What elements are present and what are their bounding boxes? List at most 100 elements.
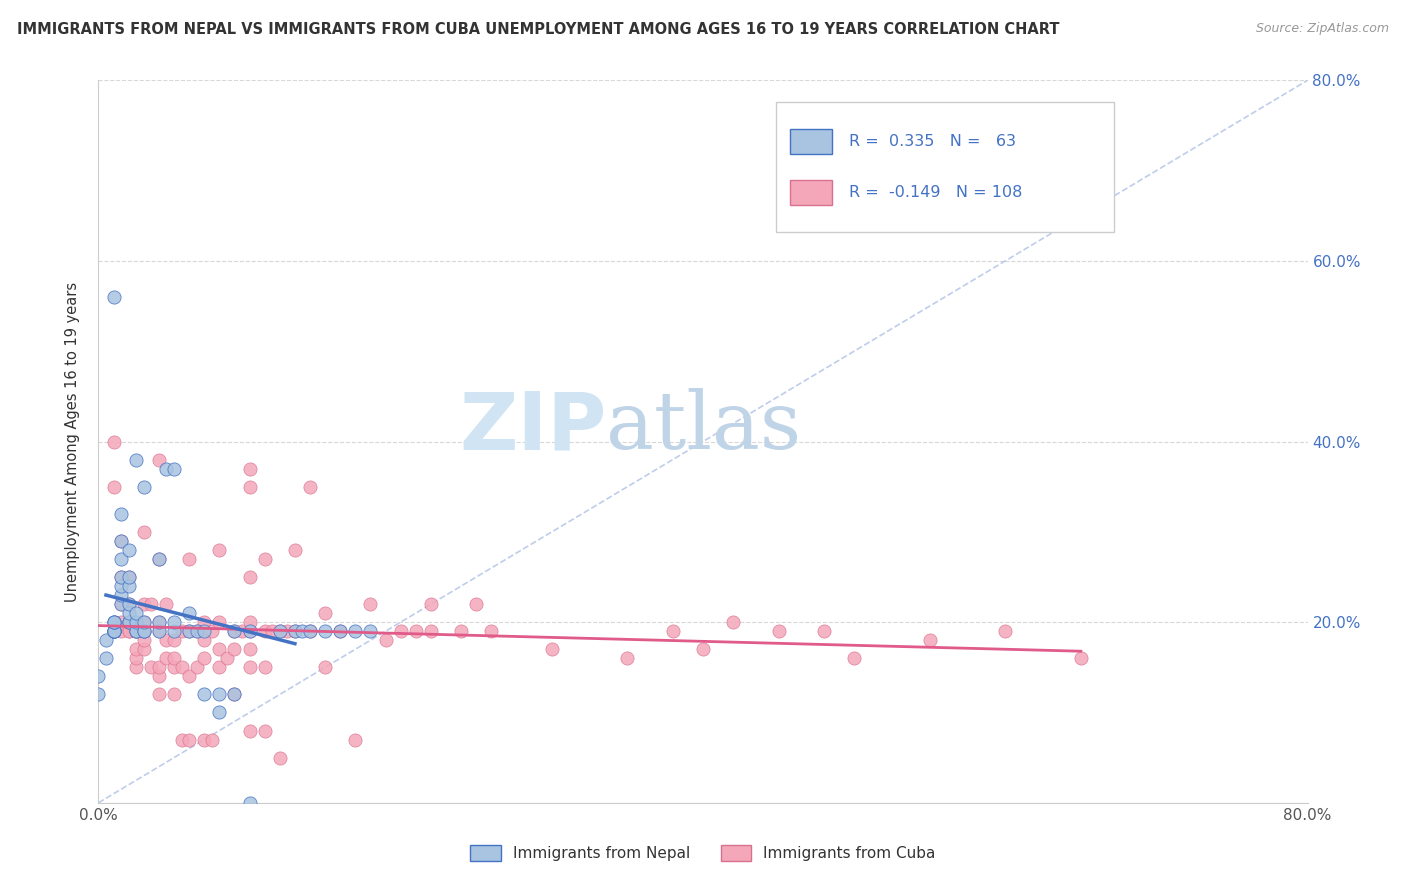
Point — [170, 660, 193, 674]
Point — [465, 597, 488, 611]
Point — [201, 732, 224, 747]
Point — [141, 660, 163, 674]
Point — [215, 651, 238, 665]
Point — [103, 624, 125, 639]
Point — [170, 624, 193, 639]
Point — [329, 624, 352, 639]
Point — [208, 687, 231, 701]
Point — [239, 624, 262, 639]
Point — [94, 651, 117, 665]
Point — [201, 624, 224, 639]
Point — [253, 552, 276, 566]
Point — [291, 624, 314, 639]
Point — [103, 624, 125, 639]
Point — [110, 588, 132, 602]
Point — [110, 552, 132, 566]
Point — [118, 542, 141, 557]
Point — [132, 624, 155, 639]
Point — [239, 723, 262, 738]
Point — [87, 687, 110, 701]
Point — [163, 624, 186, 639]
Point — [208, 660, 231, 674]
Point — [269, 624, 291, 639]
Point — [163, 651, 186, 665]
Point — [103, 615, 125, 630]
Point — [314, 660, 336, 674]
Point — [125, 624, 148, 639]
Point — [118, 615, 141, 630]
FancyBboxPatch shape — [776, 102, 1114, 232]
Point — [155, 633, 177, 648]
Point — [125, 624, 148, 639]
Point — [132, 624, 155, 639]
Text: ZIP: ZIP — [458, 388, 606, 467]
Point — [118, 624, 141, 639]
Point — [179, 732, 201, 747]
Point — [450, 624, 472, 639]
Point — [179, 606, 201, 620]
Point — [118, 597, 141, 611]
Point — [125, 624, 148, 639]
Point — [723, 615, 745, 630]
Point — [314, 606, 336, 620]
Point — [299, 480, 322, 494]
Point — [110, 570, 132, 584]
Point — [103, 624, 125, 639]
Point — [163, 461, 186, 475]
Point — [360, 624, 382, 639]
Point — [148, 660, 170, 674]
Point — [253, 723, 276, 738]
Point — [110, 597, 132, 611]
Point — [110, 579, 132, 593]
Point — [616, 651, 638, 665]
Point — [1070, 651, 1092, 665]
Point — [329, 624, 352, 639]
Point — [918, 633, 941, 648]
Point — [87, 669, 110, 683]
Text: R =  0.335   N =   63: R = 0.335 N = 63 — [849, 134, 1017, 149]
Point — [103, 615, 125, 630]
Point — [239, 660, 262, 674]
Point — [132, 597, 155, 611]
Point — [148, 615, 170, 630]
Point — [125, 606, 148, 620]
Point — [224, 624, 246, 639]
Point — [231, 624, 253, 639]
Point — [284, 542, 307, 557]
Point — [148, 669, 170, 683]
Point — [994, 624, 1017, 639]
Point — [389, 624, 412, 639]
Text: Source: ZipAtlas.com: Source: ZipAtlas.com — [1256, 22, 1389, 36]
Point — [118, 615, 141, 630]
Y-axis label: Unemployment Among Ages 16 to 19 years: Unemployment Among Ages 16 to 19 years — [65, 282, 80, 601]
Point — [193, 651, 215, 665]
Point — [186, 624, 208, 639]
Point — [163, 687, 186, 701]
Point — [110, 597, 132, 611]
FancyBboxPatch shape — [790, 129, 832, 154]
Point — [768, 624, 790, 639]
Point — [193, 615, 215, 630]
Point — [239, 480, 262, 494]
Point — [208, 542, 231, 557]
Point — [239, 642, 262, 657]
Point — [148, 452, 170, 467]
Point — [193, 624, 215, 639]
Point — [132, 615, 155, 630]
Point — [269, 624, 291, 639]
Point — [125, 615, 148, 630]
Point — [692, 642, 714, 657]
Point — [314, 624, 336, 639]
Point — [103, 624, 125, 639]
Point — [224, 642, 246, 657]
Legend: Immigrants from Nepal, Immigrants from Cuba: Immigrants from Nepal, Immigrants from C… — [464, 839, 942, 867]
Point — [239, 796, 262, 810]
Point — [224, 687, 246, 701]
Point — [132, 642, 155, 657]
Point — [118, 615, 141, 630]
Point — [299, 624, 322, 639]
Point — [132, 480, 155, 494]
Point — [125, 624, 148, 639]
Point — [103, 480, 125, 494]
Point — [420, 624, 443, 639]
